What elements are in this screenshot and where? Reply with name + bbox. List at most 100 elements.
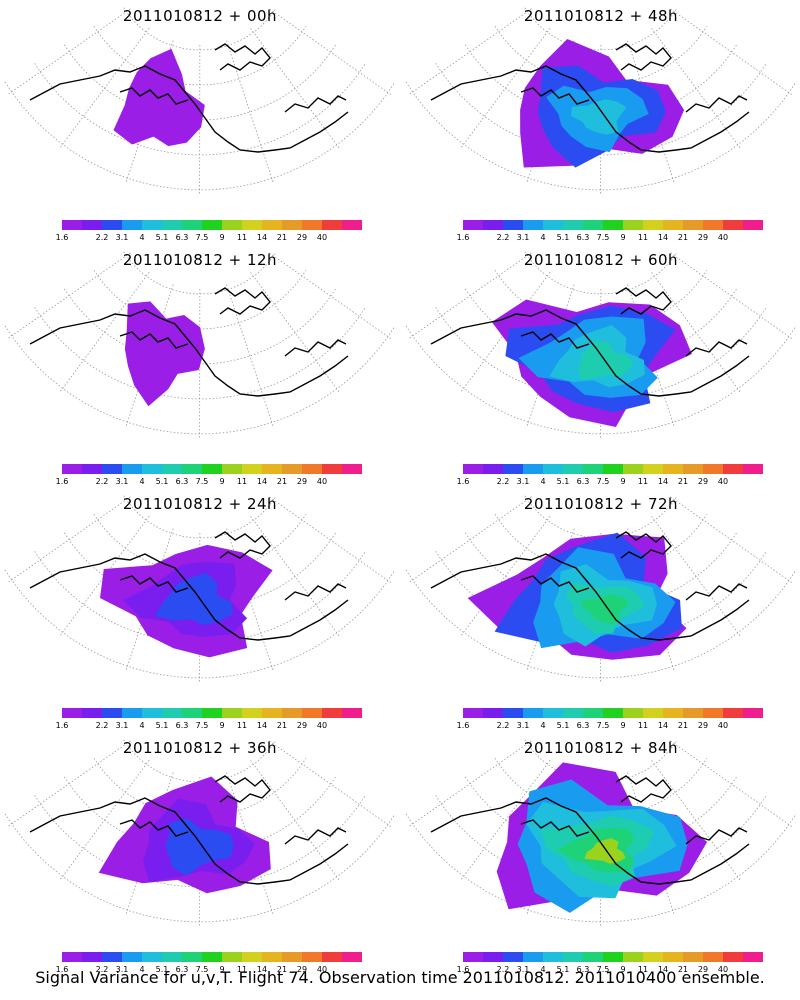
colorbar-segment <box>222 952 242 962</box>
longitude-gridline <box>408 740 532 828</box>
forecast-panel: 2011010812 + 60h 1.6 2.2 3.1 4 5.1 6.3 7.5 9 11 14… <box>401 244 800 489</box>
colorbar-segment <box>743 220 763 230</box>
latitude-gridline <box>4 569 396 679</box>
longitude-gridline <box>250 272 341 394</box>
colorbar-segment <box>703 952 723 962</box>
colorbar-segment <box>503 708 523 718</box>
colorbar-tick-label: 1.6 <box>456 477 470 486</box>
coastline <box>29 553 349 641</box>
longitude-gridline <box>7 8 131 96</box>
colorbar-tick-label: 40 <box>316 233 328 242</box>
colorbar-tick-label: 3.1 <box>516 233 530 242</box>
coastline <box>520 331 590 349</box>
longitude-gridline <box>269 496 393 584</box>
colorbar-tick-label: 21 <box>677 233 689 242</box>
longitude-gridline <box>269 8 393 96</box>
colorbar-segment <box>82 952 102 962</box>
colorbar-tick-label: 14 <box>256 233 268 242</box>
colorbar-tick-label: 5.1 <box>155 965 169 974</box>
colorbar-segment <box>503 952 523 962</box>
map-plot <box>405 7 797 196</box>
map-plot <box>405 495 797 684</box>
variance-contour <box>124 301 205 407</box>
colorbar-tick-label: 21 <box>276 721 288 730</box>
colorbar-tick-label: 4 <box>540 477 546 486</box>
colorbar-segment <box>262 220 282 230</box>
colorbar-segment <box>122 708 142 718</box>
colorbar-tick-label: 4 <box>139 477 145 486</box>
colorbar-tick-label: 11 <box>637 477 649 486</box>
colorbar-tick-label: 1.6 <box>55 477 69 486</box>
colorbar-tick-label: 6.3 <box>175 965 189 974</box>
coastline <box>430 797 750 885</box>
colorbar-segment <box>102 220 122 230</box>
colorbar-segment <box>663 220 683 230</box>
colorbar-segment <box>663 708 683 718</box>
colorbar-segment <box>182 952 202 962</box>
colorbar-segment <box>523 220 543 230</box>
colorbar-segment <box>523 464 543 474</box>
colorbar <box>62 220 362 230</box>
colorbar-segment <box>523 952 543 962</box>
colorbar-segment <box>282 464 302 474</box>
colorbar-tick-label: 21 <box>677 477 689 486</box>
colorbar-segment <box>82 708 102 718</box>
colorbar-tick-label: 6.3 <box>576 721 590 730</box>
colorbar-tick-label: 5.1 <box>155 477 169 486</box>
colorbar-tick-label: 7.5 <box>596 965 610 974</box>
colorbar-tick-label: 14 <box>657 965 669 974</box>
longitude-gridline <box>651 272 742 394</box>
colorbar-tick-label: 3.1 <box>516 965 530 974</box>
colorbar-tick-label: 3.1 <box>115 965 129 974</box>
forecast-panel: 2011010812 + 84h 1.6 2.2 3.1 4 5.1 6.3 7.5 9 11 14… <box>401 732 800 977</box>
colorbar-tick-label: 7.5 <box>596 233 610 242</box>
colorbar-segment <box>342 708 362 718</box>
coastline <box>29 65 349 153</box>
longitude-gridline <box>651 760 742 882</box>
colorbar-segment <box>182 708 202 718</box>
colorbar-tick-label: 21 <box>677 965 689 974</box>
colorbar-tick-label: 11 <box>236 233 248 242</box>
colorbar-tick-label: 29 <box>697 233 709 242</box>
colorbar-segment <box>202 464 222 474</box>
colorbar-tick-label: 2.2 <box>95 233 109 242</box>
figure-caption: Signal Variance for u,v,T. Flight 74. Ob… <box>35 968 765 987</box>
coastline <box>615 775 672 803</box>
map-plot <box>4 7 396 196</box>
colorbar-tick-label: 21 <box>677 721 689 730</box>
colorbar-segment <box>122 952 142 962</box>
colorbar-segment <box>262 708 282 718</box>
colorbar-segment <box>583 952 603 962</box>
colorbar-tick-label: 14 <box>256 721 268 730</box>
colorbar-segment <box>543 220 563 230</box>
colorbar-segment <box>683 708 703 718</box>
longitude-gridline <box>408 496 532 584</box>
variance-contour <box>584 838 626 864</box>
longitude-gridline <box>250 760 341 882</box>
colorbar-tick-label: 40 <box>316 477 328 486</box>
latitude-gridline <box>4 325 396 435</box>
colorbar-tick-label: 9 <box>620 965 626 974</box>
colorbar-segment <box>723 952 743 962</box>
colorbar-segment <box>583 708 603 718</box>
colorbar-segment <box>302 952 322 962</box>
coastline <box>214 43 271 71</box>
colorbar <box>463 708 763 718</box>
colorbar-tick-label: 14 <box>657 477 669 486</box>
colorbar-segment <box>162 952 182 962</box>
colorbar-segment <box>483 952 503 962</box>
colorbar-tick-label: 2.2 <box>95 477 109 486</box>
panel-title: 2011010812 + 48h <box>523 7 679 25</box>
latitude-gridline <box>405 81 797 191</box>
colorbar-labels: 1.6 2.2 3.1 4 5.1 6.3 7.5 9 11 14 21 29 40 <box>56 477 362 489</box>
colorbar-tick-label: 29 <box>296 477 308 486</box>
colorbar-labels: 1.6 2.2 3.1 4 5.1 6.3 7.5 9 11 14 21 29 40 <box>56 233 362 245</box>
colorbar-tick-label: 1.6 <box>456 965 470 974</box>
colorbar-tick-label: 1.6 <box>456 233 470 242</box>
coastline <box>284 827 347 845</box>
colorbar-segment <box>543 708 563 718</box>
colorbar-tick-label: 3.1 <box>115 721 129 730</box>
coastline <box>615 43 672 71</box>
coastline <box>119 819 189 837</box>
coastline <box>520 87 590 105</box>
